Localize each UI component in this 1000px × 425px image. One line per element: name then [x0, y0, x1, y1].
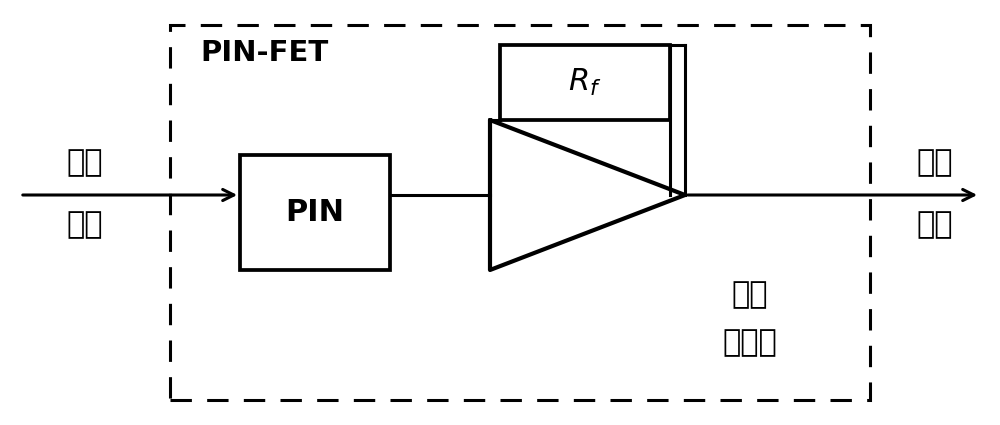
Text: 电压: 电压	[917, 148, 953, 178]
Text: 放大器: 放大器	[723, 329, 777, 357]
Text: 跨阻: 跨阻	[732, 280, 768, 309]
Bar	[170, 25, 870, 400]
Text: PIN: PIN	[286, 198, 344, 227]
Text: 光波: 光波	[67, 148, 103, 178]
Text: $R_f$: $R_f$	[568, 67, 602, 98]
Text: 输出: 输出	[917, 210, 953, 240]
Text: PIN-FET: PIN-FET	[200, 39, 328, 67]
Text: 输入: 输入	[67, 210, 103, 240]
Bar	[500, 45, 670, 120]
Bar	[240, 155, 390, 270]
